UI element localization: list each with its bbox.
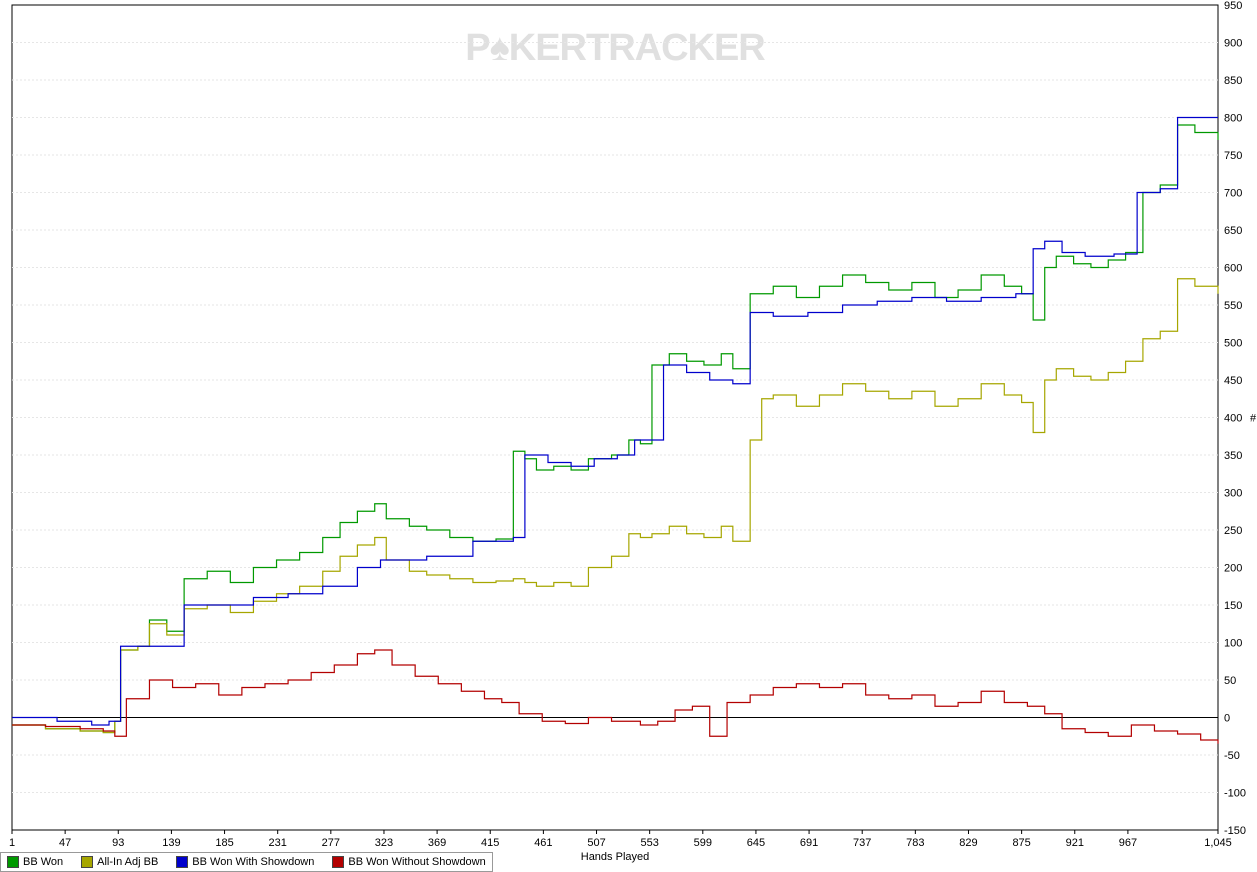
x-tick-label: 139 — [162, 837, 180, 849]
y-axis-unit: # — [1250, 413, 1257, 425]
x-tick-label: 47 — [59, 837, 71, 849]
series-bb-won-with-showdown — [12, 118, 1218, 726]
y-tick-label: -100 — [1224, 788, 1246, 800]
y-tick-label: 250 — [1224, 525, 1242, 537]
y-tick-label: 500 — [1224, 338, 1242, 350]
x-tick-label: 691 — [800, 837, 818, 849]
y-tick-label: 600 — [1224, 263, 1242, 275]
legend-label: All-In Adj BB — [97, 856, 158, 868]
y-tick-label: 900 — [1224, 38, 1242, 50]
y-tick-label: 800 — [1224, 113, 1242, 125]
x-tick-label: 415 — [481, 837, 499, 849]
y-tick-label: 350 — [1224, 450, 1242, 462]
x-tick-label: 829 — [959, 837, 977, 849]
legend-swatch — [7, 856, 19, 868]
y-tick-label: 750 — [1224, 150, 1242, 162]
legend-swatch — [176, 856, 188, 868]
x-tick-label: 599 — [694, 837, 712, 849]
watermark: P♠KERTRACKER — [465, 27, 765, 69]
legend-label: BB Won With Showdown — [192, 856, 314, 868]
legend-item: All-In Adj BB — [81, 856, 158, 868]
legend-label: BB Won — [23, 856, 63, 868]
y-tick-label: 400 — [1224, 413, 1242, 425]
y-tick-label: -50 — [1224, 750, 1240, 762]
x-tick-label: 921 — [1066, 837, 1084, 849]
y-tick-label: 0 — [1224, 713, 1230, 725]
x-tick-label: 507 — [587, 837, 605, 849]
series-bb-won — [12, 125, 1218, 733]
x-tick-label: 1,045 — [1204, 837, 1232, 849]
x-tick-label: 783 — [906, 837, 924, 849]
legend-item: BB Won Without Showdown — [332, 856, 485, 868]
y-tick-label: 450 — [1224, 375, 1242, 387]
y-tick-label: 950 — [1224, 0, 1242, 12]
x-tick-label: 461 — [534, 837, 552, 849]
series-bb-won-without-showdown — [12, 650, 1218, 744]
y-tick-label: 650 — [1224, 225, 1242, 237]
legend-swatch — [81, 856, 93, 868]
y-tick-label: 50 — [1224, 675, 1236, 687]
x-tick-label: 737 — [853, 837, 871, 849]
y-tick-label: 700 — [1224, 188, 1242, 200]
y-tick-label: 850 — [1224, 75, 1242, 87]
x-tick-label: 875 — [1012, 837, 1030, 849]
x-tick-label: 369 — [428, 837, 446, 849]
x-tick-label: 645 — [747, 837, 765, 849]
x-tick-label: 277 — [322, 837, 340, 849]
legend: BB Won All-In Adj BB BB Won With Showdown B… — [0, 852, 493, 872]
x-tick-label: 553 — [640, 837, 658, 849]
legend-swatch — [332, 856, 344, 868]
x-tick-label: 967 — [1119, 837, 1137, 849]
chart-container: P♠KERTRACKER -150 -100 -50 0 50 100 150 200 250 30… — [0, 0, 1257, 872]
x-tick-label: 1 — [9, 837, 15, 849]
series-all-in-adj-bb — [12, 279, 1218, 733]
y-tick-label: -150 — [1224, 825, 1246, 837]
y-tick-label: 100 — [1224, 638, 1242, 650]
x-tick-label: 93 — [112, 837, 124, 849]
chart-svg: P♠KERTRACKER -150 -100 -50 0 50 100 150 200 250 30… — [0, 0, 1257, 872]
x-tick-label: 231 — [269, 837, 287, 849]
legend-label: BB Won Without Showdown — [348, 856, 485, 868]
y-tick-label: 300 — [1224, 488, 1242, 500]
x-tick-label: 323 — [375, 837, 393, 849]
y-tick-label: 550 — [1224, 300, 1242, 312]
y-tick-label: 200 — [1224, 563, 1242, 575]
legend-item: BB Won — [7, 856, 63, 868]
y-tick-label: 150 — [1224, 600, 1242, 612]
x-axis-title: Hands Played — [581, 851, 650, 863]
legend-item: BB Won With Showdown — [176, 856, 314, 868]
x-tick-label: 185 — [215, 837, 233, 849]
